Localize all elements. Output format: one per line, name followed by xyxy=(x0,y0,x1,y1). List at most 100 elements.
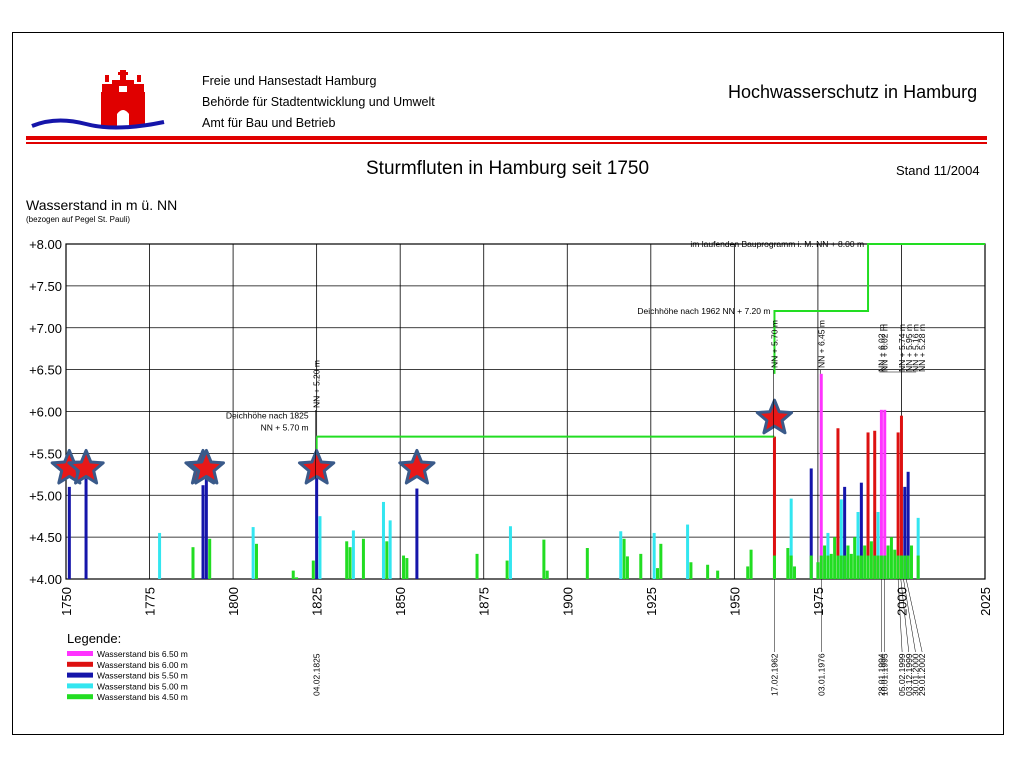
data-bar xyxy=(816,562,820,579)
dike-label-1962: Deichhöhe nach 1962 NN + 7.20 m xyxy=(637,306,770,316)
legend-label: Wasserstand bis 5.00 m xyxy=(97,681,188,691)
date-stamp: Stand 11/2004 xyxy=(896,163,980,178)
data-bar xyxy=(405,558,409,579)
data-bar xyxy=(846,545,850,579)
dike-label-program: im laufenden Bauprogramm i. M. NN + 8.00… xyxy=(690,239,864,249)
data-bar xyxy=(652,532,656,579)
data-bar xyxy=(619,531,623,579)
data-bar-base xyxy=(839,555,843,579)
x-tick-label: 1825 xyxy=(310,587,325,616)
date-leader xyxy=(897,578,903,653)
y-tick-label: +8.00 xyxy=(29,237,62,252)
water-level-annotation: NN + 5.16 m xyxy=(910,324,920,372)
y-axis-label: Wasserstand in m ü. NN xyxy=(26,197,178,213)
data-bar-base xyxy=(866,555,870,579)
water-level-annotation: NN + 6.02 m xyxy=(876,324,886,372)
data-bar xyxy=(385,541,389,579)
data-bar-base xyxy=(883,555,887,579)
data-bar xyxy=(899,415,903,579)
data-bar xyxy=(381,501,385,579)
y-tick-label: +7.00 xyxy=(29,321,62,336)
x-tick-label: 2025 xyxy=(978,587,993,616)
data-bar xyxy=(67,486,71,579)
storm-star-marker xyxy=(298,448,336,485)
legend-label: Wasserstand bis 4.50 m xyxy=(97,692,188,702)
red-rule-thin xyxy=(26,142,987,144)
x-tick-label: 1750 xyxy=(59,587,74,616)
water-level-annotation: NN + 5.95 m xyxy=(904,324,914,372)
data-bar-base xyxy=(809,555,813,579)
data-bar xyxy=(853,537,857,579)
water-level-annotation: NN + 6.02 m xyxy=(880,324,890,372)
event-date-label: 29.01.2002 xyxy=(917,653,927,696)
x-tick-label: 1850 xyxy=(393,587,408,616)
data-bar xyxy=(749,549,753,579)
legend-label: Wasserstand bis 6.00 m xyxy=(97,660,188,670)
data-bar xyxy=(291,570,295,579)
data-bar-base xyxy=(836,555,840,579)
data-bar-base xyxy=(859,555,863,579)
x-tick-label: 1800 xyxy=(226,587,241,616)
data-bar xyxy=(204,476,208,579)
data-bar xyxy=(869,541,873,579)
storm-star-marker xyxy=(187,448,225,485)
data-bar xyxy=(542,539,546,579)
data-bar-base xyxy=(856,555,860,579)
data-bar-base xyxy=(789,555,793,579)
data-bar xyxy=(201,485,205,579)
data-bar xyxy=(622,538,626,579)
event-date-label: 04.02.1825 xyxy=(312,653,322,696)
data-bar-base xyxy=(879,555,883,579)
data-bar xyxy=(625,556,629,579)
data-bar xyxy=(893,549,897,579)
event-date-label: 03.01.1976 xyxy=(816,653,826,696)
data-bar xyxy=(656,568,660,579)
x-tick-label: 1950 xyxy=(727,587,742,616)
data-bar xyxy=(876,512,880,579)
date-leader xyxy=(900,578,910,653)
banner-title: Hochwasserschutz in Hamburg xyxy=(728,82,978,102)
data-bar xyxy=(251,527,255,579)
data-bar xyxy=(866,432,870,579)
data-bar xyxy=(879,409,883,579)
legend-title: Legende: xyxy=(67,631,121,646)
x-tick-label: 1925 xyxy=(644,587,659,616)
data-bar-base xyxy=(826,555,830,579)
chart-title: Sturmfluten in Hamburg seit 1750 xyxy=(366,158,650,179)
data-bar xyxy=(829,553,833,579)
y-tick-label: +6.50 xyxy=(29,363,62,378)
data-bar xyxy=(823,545,827,579)
storm-star-marker xyxy=(67,448,105,485)
hamburg-crest-logo xyxy=(31,70,165,130)
data-bar xyxy=(916,517,920,579)
data-bar-base xyxy=(873,555,877,579)
y-tick-label: +5.50 xyxy=(29,446,62,461)
date-leader xyxy=(903,578,916,653)
legend-swatch xyxy=(67,651,93,656)
data-bar-base xyxy=(896,555,900,579)
data-bar xyxy=(545,570,549,579)
data-bar xyxy=(318,516,322,579)
data-bar xyxy=(84,478,88,579)
y-tick-label: +5.00 xyxy=(29,488,62,503)
x-tick-label: 1875 xyxy=(477,587,492,616)
dike-label-1825-value: NN + 5.70 m xyxy=(261,423,309,433)
data-bar xyxy=(836,428,840,579)
legend-swatch xyxy=(67,694,93,700)
data-bar xyxy=(793,566,797,579)
data-bar-base xyxy=(916,555,920,579)
org-name: Freie und Hansestadt Hamburg xyxy=(202,74,377,88)
data-bar xyxy=(158,532,162,579)
y-tick-label: +7.50 xyxy=(29,279,62,294)
x-tick-label: 1900 xyxy=(560,587,575,616)
data-bar xyxy=(886,545,890,579)
dike-label-1825: Deichhöhe nach 1825 xyxy=(226,411,309,421)
data-bar xyxy=(883,409,887,579)
legend-swatch xyxy=(67,672,93,678)
data-bar xyxy=(889,537,893,579)
data-bar xyxy=(716,570,720,579)
data-bar-base xyxy=(899,555,903,579)
data-bar xyxy=(585,548,589,579)
data-bar-base xyxy=(843,555,847,579)
data-bar xyxy=(686,524,690,579)
